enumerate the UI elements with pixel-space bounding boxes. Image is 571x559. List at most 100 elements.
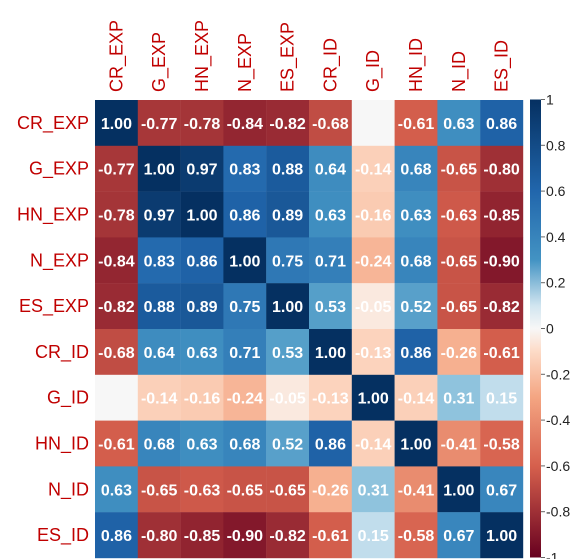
heatmap-cell [309,420,352,467]
cell-value-label: -0.13 [312,391,349,408]
cell-value-label: 1.00 [315,345,346,362]
heatmap-cell [180,420,224,467]
heatmap-cell [351,145,395,192]
column-axis-label: G_ID [363,50,384,92]
heatmap-cell [437,237,481,284]
heatmap-cell [309,512,352,559]
cell-value-label: -0.68 [312,116,349,133]
cell-value-label: -0.13 [355,345,392,362]
cell-value-label: 1.00 [358,391,389,408]
cell-value-label: 0.86 [229,208,260,225]
cell-value-label: 0.86 [101,528,132,545]
heatmap-cell [180,100,224,146]
colorbar-tick-label: -0.4 [546,412,570,428]
cell-value-label: 1.00 [101,116,132,133]
column-axis-label: G_EXP [149,32,170,92]
cell-value-label: -0.63 [441,208,478,225]
cell-value-label: 0.68 [229,437,260,454]
heatmap-cell [394,283,438,330]
heatmap-cell [309,329,352,375]
cell-value-label: 0.67 [443,528,474,545]
colorbar-tick-label: -0.2 [546,366,570,382]
cell-value-label: -0.80 [483,162,520,179]
heatmap-cell [137,420,181,467]
cell-value-label: -0.80 [141,528,178,545]
cell-value-label: -0.90 [227,528,264,545]
heatmap-cell [351,191,395,238]
cell-value-label: -0.58 [483,437,520,454]
heatmap-cell [394,191,438,238]
heatmap-cell [266,237,310,284]
cell-value-label: 0.64 [144,345,175,362]
heatmap-cell [437,466,481,513]
heatmap-cell [223,237,267,284]
colorbar-tick-label: 0.2 [546,275,566,291]
cell-value-label: 0.68 [400,162,431,179]
cell-value-label: -0.82 [483,299,520,316]
row-axis-label: N_EXP [30,250,89,271]
heatmap-cell [480,329,524,375]
row-axis-label: HN_EXP [17,205,89,226]
heatmap-cell [437,329,481,375]
cell-value-label: 0.86 [400,345,431,362]
cell-value-label: 0.71 [229,345,260,362]
cell-value-label: -0.24 [227,391,264,408]
row-axis-label: HN_ID [35,434,89,455]
cell-value-label: 0.88 [272,162,303,179]
column-axis-label: CR_EXP [106,20,127,92]
heatmap-cell [223,191,267,238]
column-axis-label: ES_EXP [278,22,299,92]
heatmap-cell [223,329,267,375]
heatmap-cell [95,329,138,375]
heatmap-cell [137,374,181,421]
cell-value-label: -0.61 [398,116,435,133]
cell-value-label: -0.78 [98,208,135,225]
heatmap-cell [137,191,181,238]
heatmap-cell [137,466,181,513]
heatmap-cell [266,145,310,192]
heatmap-cell [95,466,138,513]
cell-value-label: -0.65 [269,482,306,499]
heatmap-cell [480,512,524,559]
cell-value-label: -0.84 [227,116,264,133]
heatmap-cell [480,283,524,330]
cell-value-label: -0.26 [441,345,478,362]
heatmap-cell [480,466,524,513]
heatmap-cell [394,374,438,421]
cell-value-label: -0.14 [355,437,392,454]
row-axis-label: G_ID [47,388,89,409]
colorbar-tick-label: -0.8 [546,504,570,520]
heatmap-cell [437,374,481,421]
cell-value-label: 0.83 [144,253,175,270]
cell-value-label: 0.83 [229,162,260,179]
cell-value-label: 0.86 [186,253,217,270]
heatmap-cell [394,237,438,284]
cell-value-label: -0.16 [355,208,392,225]
heatmap-cell [437,100,481,146]
heatmap-cell [351,374,395,421]
column-axis-label: HN_ID [406,38,427,92]
heatmap-cell [351,237,395,284]
heatmap-cell [95,145,138,192]
cell-value-label: -0.77 [141,116,178,133]
cell-value-label: -0.14 [141,391,178,408]
cell-value-label: 0.63 [186,345,217,362]
cell-value-label: -0.26 [312,482,349,499]
colorbar-tick-label: -0.6 [546,458,570,474]
row-axis-label: G_EXP [29,159,89,180]
heatmap-cell [394,420,438,467]
heatmap-cell [266,100,310,146]
heatmap-cell [437,191,481,238]
heatmap-cell [351,512,395,559]
heatmap-cell [180,237,224,284]
cell-value-label: -0.90 [483,253,520,270]
cell-value-label: -0.61 [483,345,520,362]
heatmap-cell [351,466,395,513]
heatmap-cell [309,374,352,421]
cell-value-label: -0.65 [141,482,178,499]
colorbar-tick-label: 0 [546,321,554,337]
heatmap-cell [437,420,481,467]
cell-value-label: 0.63 [443,116,474,133]
